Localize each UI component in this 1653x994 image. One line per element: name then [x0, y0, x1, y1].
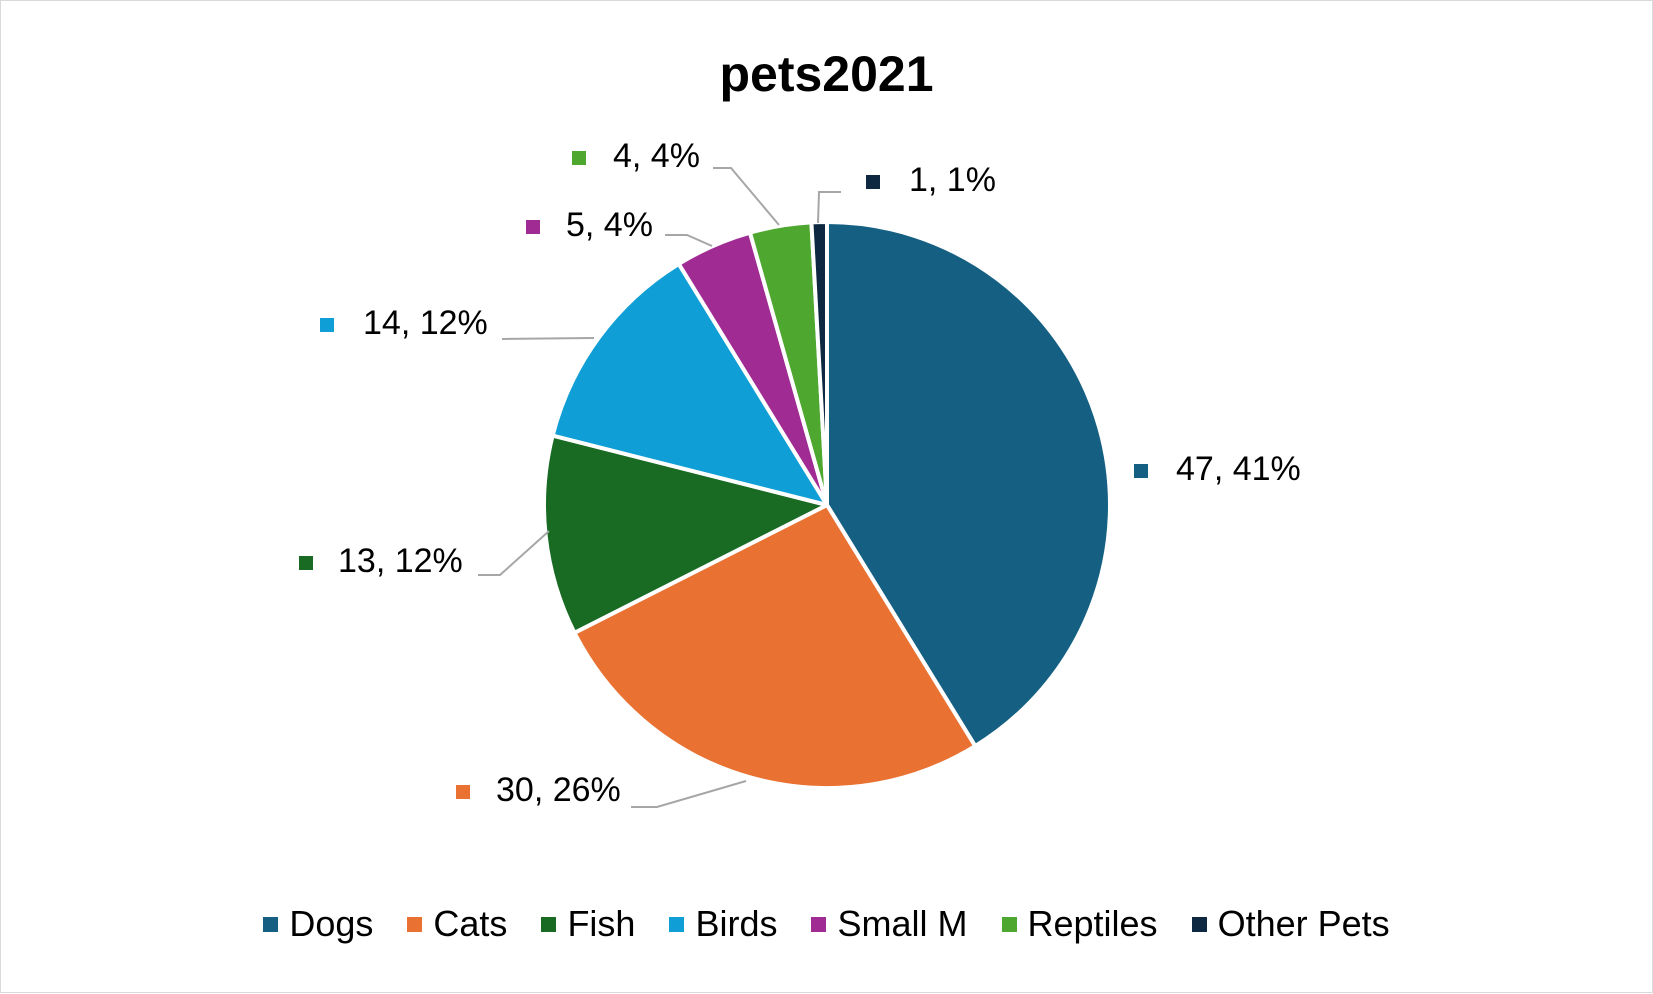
data-label-key	[866, 175, 880, 189]
leader-line	[501, 337, 595, 340]
data-label-key	[572, 151, 586, 165]
legend-swatch	[1001, 916, 1017, 932]
data-label-key	[526, 220, 540, 234]
legend-label: Dogs	[289, 903, 374, 944]
legend-item: Small M	[811, 903, 968, 945]
legend-swatch	[1191, 916, 1207, 932]
pie-slice-dogs	[825, 220, 1112, 749]
pie-slice-birds	[550, 261, 829, 507]
legend: Dogs Cats Fish Birds Small M Reptiles Other Pe…	[1, 903, 1652, 945]
legend-label: Other Pets	[1217, 903, 1390, 944]
legend-swatch	[811, 916, 827, 932]
data-label-key	[456, 785, 470, 799]
data-label: 14, 12%	[363, 304, 488, 342]
legend-item: Fish	[541, 903, 635, 945]
data-label: 4, 4%	[613, 137, 700, 175]
legend-label: Fish	[567, 903, 636, 944]
legend-swatch	[263, 916, 279, 932]
legend-label: Cats	[433, 903, 508, 944]
data-label: 13, 12%	[338, 542, 463, 580]
legend-item: Other Pets	[1191, 903, 1390, 945]
legend-swatch	[407, 916, 423, 932]
chart-title: pets2021	[719, 46, 934, 102]
leader-line	[817, 191, 841, 224]
data-label-key	[320, 318, 334, 332]
leader-line	[665, 234, 713, 247]
legend-item: Cats	[407, 903, 507, 945]
legend-item: Birds	[669, 903, 777, 945]
pie-slice-fish	[542, 433, 829, 635]
legend-label: Small M	[837, 903, 968, 944]
data-label-key	[299, 556, 313, 570]
legend-label: Reptiles	[1027, 903, 1158, 944]
legend-item: Reptiles	[1001, 903, 1158, 945]
leader-line	[631, 780, 747, 808]
data-label: 47, 41%	[1176, 450, 1301, 488]
pie-slice-cats	[572, 503, 978, 790]
legend-swatch	[541, 916, 557, 932]
data-label: 30, 26%	[496, 771, 621, 809]
legend-item: Dogs	[263, 903, 373, 945]
leader-line	[478, 530, 550, 576]
data-label: 1, 1%	[909, 161, 996, 199]
data-label: 5, 4%	[566, 206, 653, 244]
legend-swatch	[669, 916, 685, 932]
pie-slice-other-pets	[809, 220, 829, 507]
legend-label: Birds	[695, 903, 778, 944]
data-label-key	[1134, 464, 1148, 478]
leader-line	[713, 167, 780, 226]
